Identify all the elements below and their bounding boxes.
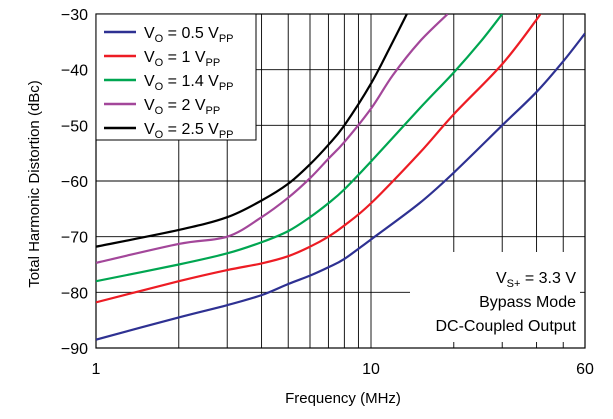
annotation-background (410, 252, 580, 342)
annotation-supply-voltage: VS+ = 3.3 V (496, 270, 576, 290)
legend-label-4: VO = 2 VPP (144, 97, 220, 117)
legend-label-1: VO = 0.5 VPP (144, 25, 234, 45)
plot-area-frame (95, 13, 586, 349)
x-tick-label: 10 (362, 361, 380, 378)
series-line-5 (96, 14, 408, 248)
series-lines (96, 14, 585, 341)
y-tick-label: −80 (61, 285, 88, 302)
legend: VO = 0.5 VPP VO = 1 VPP VO = 1.4 VPP VO = 2… (95, 13, 257, 141)
x-tick-label: 1 (92, 361, 101, 378)
y-tick-label: −70 (61, 230, 88, 247)
tick-labels: −30 −40 −50 −60 −70 −80 −901 10 60 (61, 7, 594, 378)
series-line-4 (96, 14, 449, 264)
x-axis-title: Frequency (MHz) (285, 390, 401, 407)
series-line-1 (96, 32, 585, 341)
legend-label-3: VO = 1.4 VPP (144, 73, 234, 93)
legend-label-2: VO = 1 VPP (144, 49, 220, 69)
y-tick-label: −60 (61, 174, 88, 191)
y-axis-title: Total Harmonic Distortion (dBc) (26, 80, 43, 288)
y-tick-label: −40 (61, 63, 88, 80)
series-line-2 (96, 14, 542, 304)
y-tick-label: −30 (61, 7, 88, 24)
y-tick-label: −90 (61, 341, 88, 358)
annotation-coupling: DC-Coupled Output (435, 318, 576, 335)
legend-label-5: VO = 2.5 VPP (144, 121, 234, 141)
annotation-mode: Bypass Mode (479, 294, 576, 311)
x-tick-label: 60 (576, 361, 594, 378)
conditions-annotation: VS+ = 3.3 V Bypass Mode DC-Coupled Outpu… (410, 252, 580, 342)
legend-box (95, 13, 257, 141)
y-tick-label: −50 (61, 118, 88, 135)
series-line-3 (96, 14, 504, 283)
